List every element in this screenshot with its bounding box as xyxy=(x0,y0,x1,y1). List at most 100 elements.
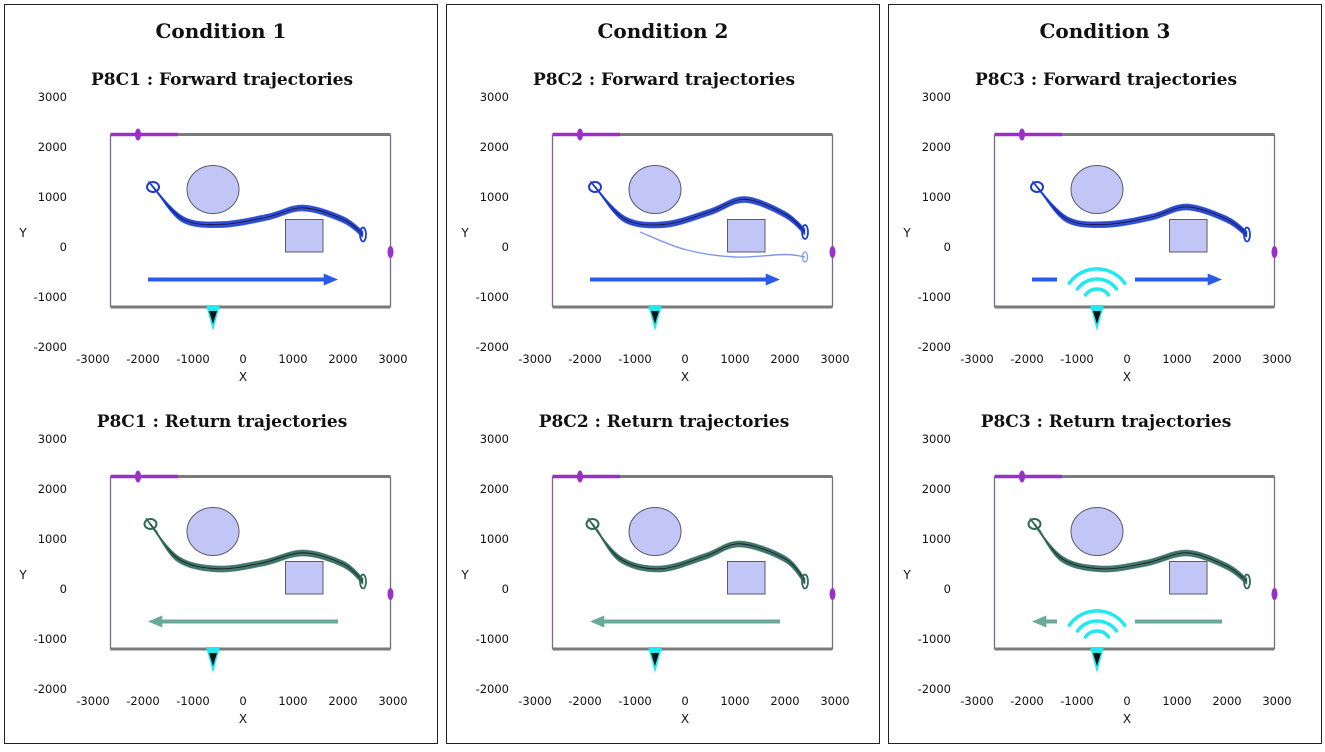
trajectory-line xyxy=(592,184,806,232)
start-marker xyxy=(135,470,141,483)
x-tick-label: 1000 xyxy=(1162,352,1191,366)
chart-title: P8C2 : Return trajectories xyxy=(539,412,790,432)
trajectory-end-cluster xyxy=(1243,226,1251,243)
trajectory-end-cluster xyxy=(359,226,367,243)
y-tick-label: -1000 xyxy=(918,632,951,646)
outlier-end xyxy=(801,251,809,263)
sound-wave-icon xyxy=(1067,267,1127,285)
trajectory-end-cluster xyxy=(1243,573,1251,590)
x-tick-label: 2000 xyxy=(770,694,799,708)
x-axis-label: X xyxy=(239,712,247,726)
y-axis-label: Y xyxy=(18,568,27,582)
y-tick-label: 1000 xyxy=(480,532,509,546)
start-marker xyxy=(1019,128,1025,141)
start-marker xyxy=(1019,470,1025,483)
y-tick-label: 0 xyxy=(502,582,509,596)
square-obstacle xyxy=(1169,561,1208,595)
side-marker xyxy=(829,588,836,600)
side-marker xyxy=(1271,246,1278,258)
trajectory-start-cluster xyxy=(1027,518,1042,530)
trajectory-line xyxy=(150,184,364,235)
x-tick-label: 3000 xyxy=(1262,352,1291,366)
y-tick-label: 0 xyxy=(60,240,67,254)
y-axis-label: Y xyxy=(902,568,911,582)
condition-panel-2: Condition 2 P8C2 : Forward trajectories 3… xyxy=(446,4,880,744)
y-axis-label: Y xyxy=(18,226,27,240)
trajectory-line xyxy=(594,186,806,233)
condition-panel-1: Condition 1 P8C1 : Forward trajectories 3… xyxy=(4,4,438,744)
y-tick-label: -2000 xyxy=(476,340,509,354)
x-tick-label: 0 xyxy=(239,694,246,708)
x-tick-label: -1000 xyxy=(176,352,209,366)
sound-source-core xyxy=(209,653,217,666)
trajectory-line xyxy=(1033,523,1248,583)
x-tick-label: 3000 xyxy=(1262,694,1291,708)
condition-title: Condition 1 xyxy=(155,19,287,43)
x-tick-label: 1000 xyxy=(278,694,307,708)
trajectory-line xyxy=(1038,529,1248,585)
arrow-head xyxy=(323,273,338,286)
direction-arrow xyxy=(590,615,780,628)
start-marker xyxy=(577,470,583,483)
trajectory-line xyxy=(147,180,364,233)
side-marker xyxy=(387,588,394,600)
y-tick-label: 3000 xyxy=(38,90,67,104)
x-tick-label: -2000 xyxy=(1010,694,1043,708)
y-tick-label: -1000 xyxy=(476,290,509,304)
y-tick-label: -1000 xyxy=(476,632,509,646)
square-obstacle xyxy=(285,561,324,595)
x-tick-label: -1000 xyxy=(618,352,651,366)
arrow-head xyxy=(148,615,163,628)
sound-wave-icon xyxy=(1083,629,1111,639)
y-tick-label: 3000 xyxy=(480,432,509,446)
x-axis-label: X xyxy=(239,370,247,384)
trajectory-line xyxy=(151,525,364,584)
x-tick-label: 3000 xyxy=(378,352,407,366)
trajectory-end-cluster xyxy=(801,573,809,590)
sound-source-core xyxy=(1093,311,1101,324)
circle-obstacle xyxy=(628,165,682,214)
trajectory-line xyxy=(591,523,806,582)
x-tick-label: 2000 xyxy=(328,352,357,366)
outlier-trajectory xyxy=(639,231,806,258)
x-tick-label: 0 xyxy=(681,694,688,708)
square-obstacle xyxy=(727,219,766,253)
chart-title: P8C2 : Forward trajectories xyxy=(533,70,795,90)
x-tick-label: -2000 xyxy=(126,352,159,366)
trajectory-line xyxy=(1041,192,1248,238)
y-tick-label: 2000 xyxy=(38,482,67,496)
x-tick-label: 0 xyxy=(239,352,246,366)
direction-arrow xyxy=(148,615,338,628)
chart-title: P8C3 : Forward trajectories xyxy=(975,70,1237,90)
trajectory-line xyxy=(1034,184,1248,235)
y-tick-label: -2000 xyxy=(34,682,67,696)
x-tick-label: -3000 xyxy=(518,694,551,708)
trajectory-line xyxy=(145,517,364,580)
x-axis-label: X xyxy=(681,370,689,384)
circle-obstacle xyxy=(186,165,240,214)
x-tick-label: 3000 xyxy=(820,694,849,708)
trajectory-line xyxy=(587,517,806,580)
trajectory-line xyxy=(590,521,806,582)
start-marker xyxy=(135,128,141,141)
trajectory-line xyxy=(1035,525,1248,584)
trajectory-line xyxy=(148,182,364,234)
x-tick-label: 2000 xyxy=(328,694,357,708)
sound-source-core xyxy=(651,311,659,324)
x-tick-label: -3000 xyxy=(960,694,993,708)
y-tick-label: -2000 xyxy=(918,682,951,696)
chart-title: P8C3 : Return trajectories xyxy=(981,412,1232,432)
sound-wave-icon xyxy=(1083,287,1111,297)
x-tick-label: 1000 xyxy=(720,694,749,708)
y-tick-label: -2000 xyxy=(34,340,67,354)
y-tick-label: 1000 xyxy=(38,190,67,204)
circle-obstacle xyxy=(186,507,240,556)
x-tick-label: 3000 xyxy=(820,352,849,366)
x-tick-label: 1000 xyxy=(278,352,307,366)
y-tick-label: 2000 xyxy=(38,140,67,154)
y-tick-label: 2000 xyxy=(480,140,509,154)
square-obstacle xyxy=(1169,219,1208,253)
y-tick-label: 3000 xyxy=(480,90,509,104)
trajectory-chart-return: P8C2 : Return trajectories 3000 2000 1000 0 -… xyxy=(460,412,849,726)
x-tick-label: -3000 xyxy=(76,694,109,708)
